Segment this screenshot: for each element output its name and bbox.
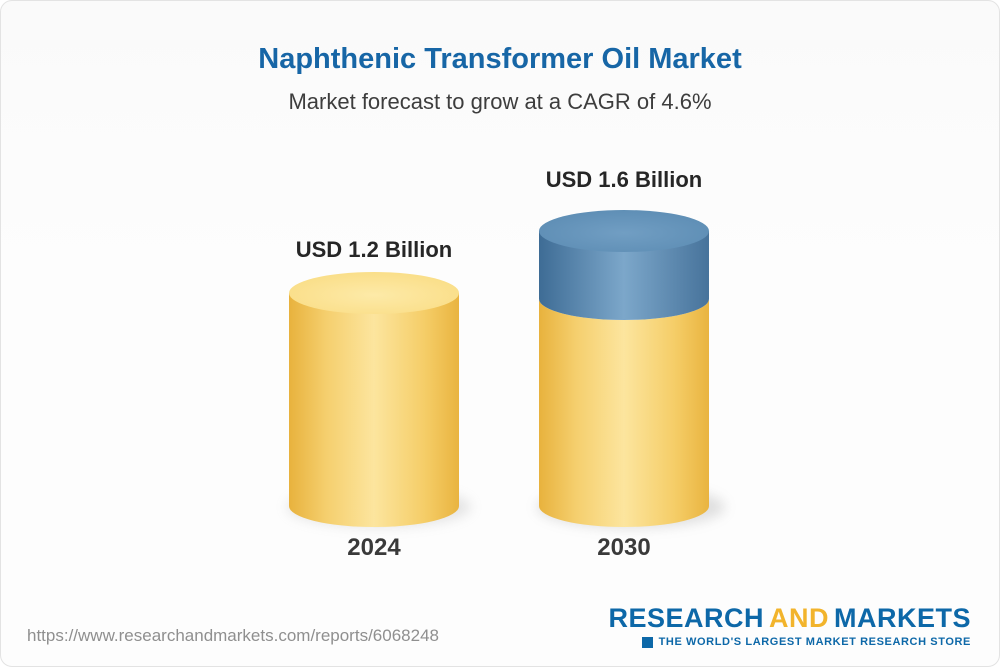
logo-word-and: AND — [769, 603, 829, 633]
chart-title: Naphthenic Transformer Oil Market — [258, 43, 742, 75]
category-label-2024: 2024 — [347, 534, 401, 561]
bar-2030-cylinder-base — [539, 299, 709, 527]
logo-word-markets: MARKETS — [834, 603, 971, 633]
logo-square-icon — [641, 636, 653, 648]
bar-2024-cylinder — [289, 272, 459, 527]
logo-wordmark: RESEARCH AND MARKETS — [608, 605, 971, 632]
category-label-2030: 2030 — [597, 534, 651, 561]
research-and-markets-logo: RESEARCH AND MARKETS THE WORLD'S LARGEST M… — [608, 605, 971, 649]
source-url[interactable]: https://www.researchandmarkets.com/repor… — [27, 626, 439, 645]
logo-tagline: THE WORLD'S LARGEST MARKET RESEARCH STOR… — [608, 636, 971, 648]
bar-2030-cylinder-growth — [539, 210, 709, 320]
logo-tagline-text: THE WORLD'S LARGEST MARKET RESEARCH STOR… — [658, 636, 971, 648]
value-label-2030: USD 1.6 Billion — [545, 167, 703, 192]
logo-word-research: RESEARCH — [608, 603, 764, 633]
chart-subtitle: Market forecast to grow at a CAGR of 4.6… — [288, 89, 712, 114]
value-label-2024: USD 1.2 Billion — [295, 237, 453, 262]
